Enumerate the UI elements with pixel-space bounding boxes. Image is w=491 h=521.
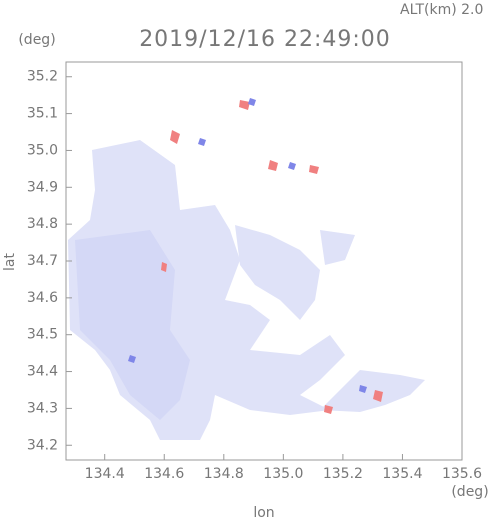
x-tick-label: 135.6	[442, 466, 482, 482]
echo-speck	[359, 385, 367, 393]
y-tick-label: 35.1	[27, 106, 58, 122]
y-tick-label: 34.6	[27, 290, 58, 306]
echo-north	[320, 230, 355, 265]
y-tick-label: 34.4	[27, 364, 58, 380]
echo-speck	[161, 262, 167, 272]
echo-speck	[248, 98, 256, 106]
echo-speck	[288, 162, 296, 170]
subtitle: ALT(km) 2.0	[400, 2, 483, 18]
y-tick-label: 34.5	[27, 327, 58, 343]
x-tick-label: 134.8	[204, 466, 244, 482]
y-tick-label: 34.7	[27, 253, 58, 269]
echo-speck	[239, 100, 250, 110]
y-tick-label: 35.2	[27, 69, 58, 85]
x-unit: (deg)	[451, 484, 488, 500]
y-tick-label: 35.0	[27, 142, 58, 158]
y-tick-label: 34.9	[27, 179, 58, 195]
echo-core	[75, 230, 190, 420]
y-axis-label: lat	[2, 253, 18, 271]
echo-speck	[309, 165, 319, 174]
x-tick-label: 135.4	[382, 466, 422, 482]
x-tick-label: 134.4	[85, 466, 125, 482]
x-tick-label: 135.2	[323, 466, 363, 482]
echo-speck	[128, 355, 136, 363]
x-tick-label: 135.0	[263, 466, 303, 482]
y-tick-label: 34.2	[27, 437, 58, 453]
y-unit: (deg)	[18, 32, 55, 48]
echo-speck	[170, 130, 180, 144]
echo-speck	[373, 390, 383, 402]
echo-bay	[235, 225, 320, 320]
x-tick-label: 134.6	[144, 466, 184, 482]
echo-speck	[198, 138, 206, 146]
echo-speck	[324, 405, 333, 414]
chart-title: 2019/12/16 22:49:00	[139, 27, 391, 52]
x-axis-label: lon	[253, 505, 274, 521]
y-tick-label: 34.8	[27, 216, 58, 232]
echo-speck	[268, 160, 278, 171]
echo-field	[68, 98, 425, 440]
echo-east	[320, 370, 425, 412]
y-tick-label: 34.3	[27, 400, 58, 416]
